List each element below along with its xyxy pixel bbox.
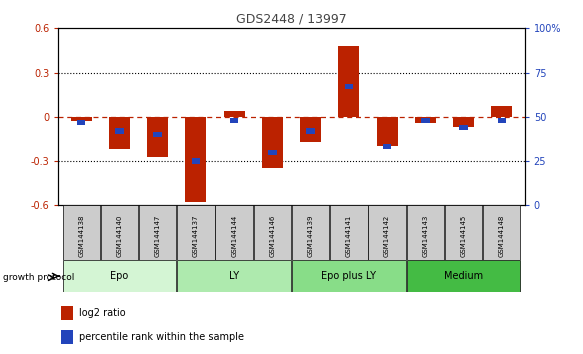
Text: GSM144140: GSM144140	[117, 215, 122, 257]
Bar	[139, 205, 177, 260]
Text: GSM144148: GSM144148	[499, 215, 505, 257]
Bar	[406, 205, 444, 260]
Bar	[292, 260, 406, 292]
Bar	[216, 205, 253, 260]
Bar	[262, 117, 283, 169]
Bar	[62, 205, 100, 260]
Bar	[177, 205, 215, 260]
Bar	[459, 125, 468, 130]
Bar	[192, 159, 200, 164]
Bar	[483, 205, 521, 260]
Text: Epo plus LY: Epo plus LY	[321, 271, 377, 281]
Text: GSM144146: GSM144146	[269, 215, 275, 257]
Text: GSM144142: GSM144142	[384, 215, 390, 257]
Text: GSM144144: GSM144144	[231, 215, 237, 257]
Bar	[421, 118, 430, 123]
Bar	[77, 120, 86, 125]
Bar	[61, 306, 73, 320]
Bar	[268, 150, 276, 155]
Text: percentile rank within the sample: percentile rank within the sample	[79, 332, 244, 342]
Text: GSM144147: GSM144147	[154, 215, 161, 257]
Bar	[330, 205, 367, 260]
Bar	[345, 84, 353, 89]
Bar	[292, 205, 329, 260]
Text: GSM144138: GSM144138	[78, 215, 84, 257]
Text: GSM144139: GSM144139	[308, 215, 314, 257]
Text: LY: LY	[229, 271, 239, 281]
Bar	[383, 144, 391, 149]
Bar	[147, 117, 168, 156]
Bar	[153, 132, 162, 137]
Bar	[177, 260, 291, 292]
Bar	[61, 330, 73, 344]
Bar	[115, 129, 124, 133]
Bar	[406, 260, 521, 292]
Bar	[71, 117, 92, 121]
Bar	[230, 118, 238, 123]
Title: GDS2448 / 13997: GDS2448 / 13997	[236, 13, 347, 26]
Bar	[185, 117, 206, 202]
Bar	[101, 205, 138, 260]
Text: GSM144141: GSM144141	[346, 215, 352, 257]
Bar	[109, 117, 130, 149]
Text: GSM144137: GSM144137	[193, 215, 199, 257]
Bar	[415, 117, 436, 123]
Bar	[224, 111, 245, 117]
Bar	[368, 205, 406, 260]
Bar	[445, 205, 482, 260]
Text: Epo: Epo	[110, 271, 129, 281]
Text: GSM144143: GSM144143	[422, 215, 429, 257]
Bar	[307, 129, 315, 133]
Bar	[62, 260, 177, 292]
Text: GSM144145: GSM144145	[461, 215, 466, 257]
Bar	[497, 118, 506, 123]
Bar	[377, 117, 398, 146]
Text: Medium: Medium	[444, 271, 483, 281]
Bar	[491, 107, 512, 117]
Text: growth protocol: growth protocol	[3, 273, 74, 282]
Bar	[300, 117, 321, 142]
Bar	[453, 117, 474, 127]
Bar	[338, 46, 359, 117]
Bar	[254, 205, 291, 260]
Text: log2 ratio: log2 ratio	[79, 308, 125, 318]
